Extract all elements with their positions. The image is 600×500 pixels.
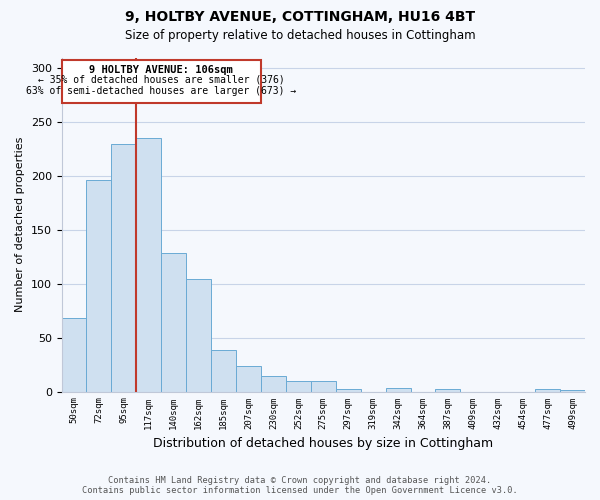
Text: Contains HM Land Registry data © Crown copyright and database right 2024.
Contai: Contains HM Land Registry data © Crown c… xyxy=(82,476,518,495)
X-axis label: Distribution of detached houses by size in Cottingham: Distribution of detached houses by size … xyxy=(153,437,493,450)
Text: 9, HOLTBY AVENUE, COTTINGHAM, HU16 4BT: 9, HOLTBY AVENUE, COTTINGHAM, HU16 4BT xyxy=(125,10,475,24)
Bar xyxy=(386,388,410,392)
Bar xyxy=(161,252,186,392)
Bar xyxy=(261,376,286,392)
Bar xyxy=(560,390,585,392)
Bar xyxy=(311,381,336,392)
Bar xyxy=(286,381,311,392)
Bar xyxy=(62,318,86,392)
Bar xyxy=(186,280,211,392)
Bar xyxy=(336,390,361,392)
FancyBboxPatch shape xyxy=(62,60,261,103)
Y-axis label: Number of detached properties: Number of detached properties xyxy=(15,137,25,312)
Bar xyxy=(112,144,136,392)
Bar xyxy=(436,390,460,392)
Bar xyxy=(236,366,261,392)
Text: 63% of semi-detached houses are larger (673) →: 63% of semi-detached houses are larger (… xyxy=(26,86,296,96)
Bar xyxy=(535,390,560,392)
Bar xyxy=(211,350,236,392)
Text: ← 35% of detached houses are smaller (376): ← 35% of detached houses are smaller (37… xyxy=(38,74,284,85)
Text: 9 HOLTBY AVENUE: 106sqm: 9 HOLTBY AVENUE: 106sqm xyxy=(89,65,233,75)
Bar xyxy=(136,138,161,392)
Bar xyxy=(86,180,112,392)
Text: Size of property relative to detached houses in Cottingham: Size of property relative to detached ho… xyxy=(125,29,475,42)
